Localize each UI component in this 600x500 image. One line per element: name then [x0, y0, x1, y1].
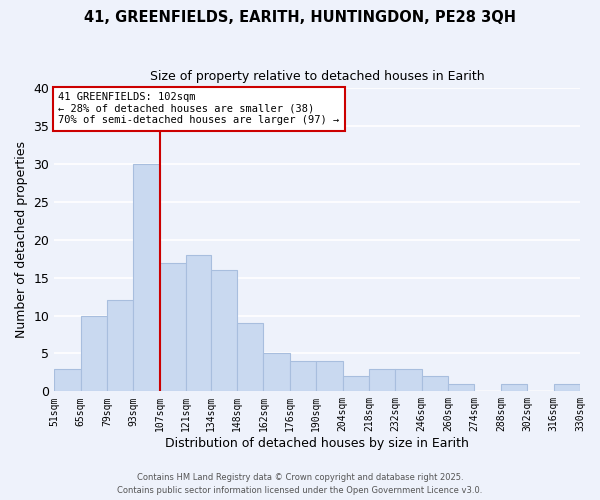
Text: 41 GREENFIELDS: 102sqm
← 28% of detached houses are smaller (38)
70% of semi-det: 41 GREENFIELDS: 102sqm ← 28% of detached… — [58, 92, 340, 126]
X-axis label: Distribution of detached houses by size in Earith: Distribution of detached houses by size … — [165, 437, 469, 450]
Bar — [343, 376, 369, 392]
Bar — [448, 384, 475, 392]
Text: 41, GREENFIELDS, EARITH, HUNTINGDON, PE28 3QH: 41, GREENFIELDS, EARITH, HUNTINGDON, PE2… — [84, 10, 516, 25]
Y-axis label: Number of detached properties: Number of detached properties — [15, 142, 28, 338]
Bar — [54, 368, 80, 392]
Bar — [290, 361, 316, 392]
Title: Size of property relative to detached houses in Earith: Size of property relative to detached ho… — [150, 70, 484, 83]
Bar — [422, 376, 448, 392]
Bar — [554, 384, 580, 392]
Bar — [80, 316, 107, 392]
Bar — [263, 354, 290, 392]
Bar — [237, 323, 263, 392]
Bar — [107, 300, 133, 392]
Bar — [186, 255, 211, 392]
Bar — [133, 164, 160, 392]
Text: Contains HM Land Registry data © Crown copyright and database right 2025.
Contai: Contains HM Land Registry data © Crown c… — [118, 474, 482, 495]
Bar — [501, 384, 527, 392]
Bar — [211, 270, 237, 392]
Bar — [395, 368, 422, 392]
Bar — [316, 361, 343, 392]
Bar — [160, 262, 186, 392]
Bar — [580, 384, 600, 392]
Bar — [369, 368, 395, 392]
